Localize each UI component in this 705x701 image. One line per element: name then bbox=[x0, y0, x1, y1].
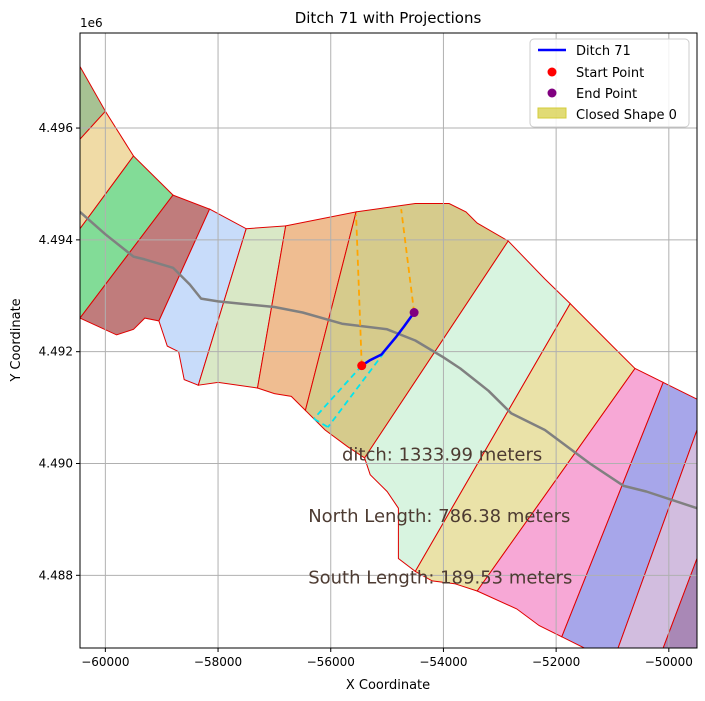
y-tick-label-0: 4.488 bbox=[39, 568, 73, 582]
projection-line-2 bbox=[313, 365, 363, 420]
legend-label-shape: Closed Shape 0 bbox=[576, 108, 677, 123]
legend: Ditch 71 Start Point End Point Closed Sh… bbox=[529, 38, 690, 128]
x-tick-label-3: −54000 bbox=[419, 655, 467, 669]
projection-line-0 bbox=[355, 214, 363, 366]
x-tick-label-1: −58000 bbox=[194, 655, 242, 669]
y-axis-ticks: 4.488 4.490 4.492 4.494 4.496 bbox=[39, 121, 80, 582]
start-point bbox=[357, 361, 367, 371]
parcel-11 bbox=[561, 381, 697, 648]
parcel-13 bbox=[662, 558, 697, 648]
plot-frame bbox=[79, 32, 698, 649]
x-axis-ticks: −60000 −58000 −56000 −54000 −52000 −50000 bbox=[81, 648, 693, 669]
annotations: ditch: 1333.99 meters North Length: 786.3… bbox=[308, 445, 572, 589]
legend-label-ditch: Ditch 71 bbox=[576, 44, 631, 59]
parcel-9 bbox=[414, 302, 636, 592]
grid bbox=[80, 33, 697, 648]
parcel-3 bbox=[80, 194, 211, 336]
legend-start-marker bbox=[547, 67, 557, 77]
parcel-5 bbox=[197, 225, 287, 389]
projection-line-4 bbox=[313, 417, 329, 428]
y-tick-label-3: 4.494 bbox=[39, 233, 73, 247]
parcel-layer bbox=[80, 65, 697, 648]
legend-patch-swatch bbox=[537, 107, 567, 119]
overlay-layer bbox=[80, 209, 697, 510]
y-tick-label-1: 4.490 bbox=[39, 457, 73, 471]
chart-title: Ditch 71 with Projections bbox=[295, 9, 482, 27]
x-tick-label-2: −56000 bbox=[307, 655, 355, 669]
y-tick-label-2: 4.492 bbox=[39, 345, 73, 359]
legend-frame bbox=[529, 38, 690, 128]
legend-label-end: End Point bbox=[576, 87, 637, 102]
y-tick-label-4: 4.496 bbox=[39, 121, 73, 135]
end-point bbox=[409, 308, 419, 318]
annotation-0: ditch: 1333.99 meters bbox=[342, 445, 542, 466]
annotation-2: South Length: 189.53 meters bbox=[308, 568, 572, 589]
x-tick-label-4: −52000 bbox=[532, 655, 580, 669]
parcel-8 bbox=[364, 240, 571, 573]
legend-end-marker bbox=[547, 88, 557, 98]
plot-area bbox=[80, 33, 697, 648]
gray-ditch-line bbox=[80, 210, 697, 510]
annotation-1: North Length: 786.38 meters bbox=[308, 506, 570, 527]
x-tick-label-0: −60000 bbox=[81, 655, 129, 669]
y-offset-label: 1e6 bbox=[80, 16, 103, 30]
legend-label-start: Start Point bbox=[576, 66, 644, 81]
x-axis-label: X Coordinate bbox=[346, 678, 430, 693]
x-tick-label-5: −50000 bbox=[645, 655, 693, 669]
projection-line-1 bbox=[400, 209, 416, 313]
ditch-series-line bbox=[361, 311, 416, 367]
y-axis-label: Y Coordinate bbox=[9, 298, 24, 382]
